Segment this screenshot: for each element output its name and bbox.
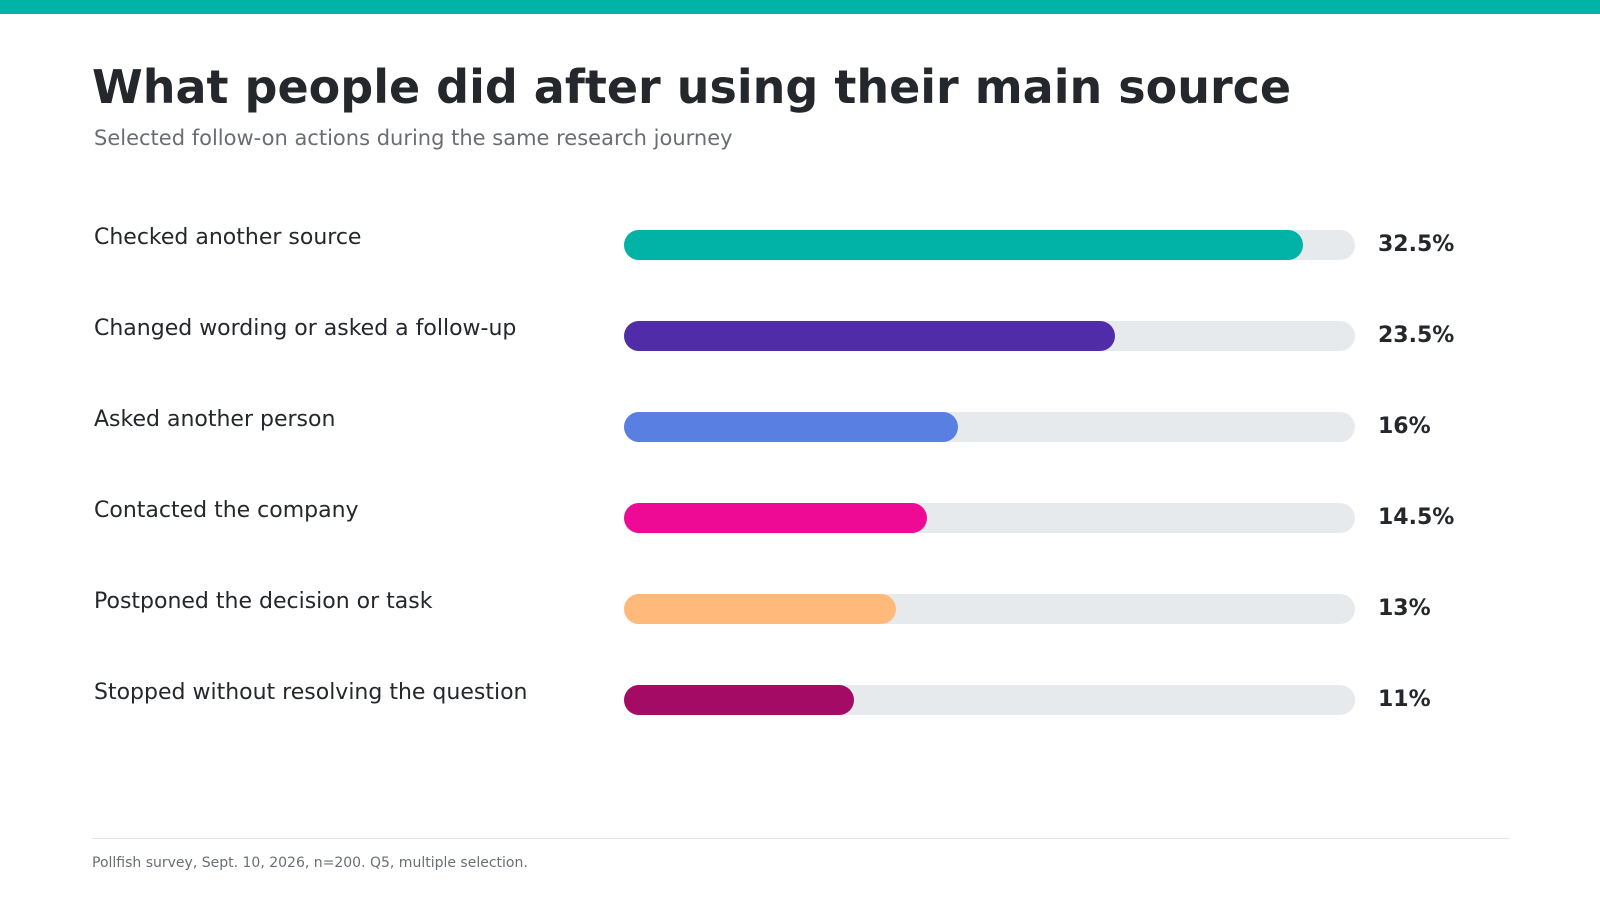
- value-label: 16%: [1378, 414, 1431, 439]
- bar: [624, 412, 959, 442]
- top-accent-bar: [0, 0, 1600, 14]
- chart-title: What people did after using their main s…: [92, 60, 1292, 114]
- category-label: Postponed the decision or task: [94, 589, 433, 614]
- value-label: 23.5%: [1378, 323, 1455, 348]
- value-label: 11%: [1378, 687, 1431, 712]
- source-footnote: Pollfish survey, Sept. 10, 2026, n=200. …: [92, 855, 528, 871]
- bar: [624, 594, 896, 624]
- value-label: 14.5%: [1378, 505, 1455, 530]
- bar-track: [624, 230, 1355, 260]
- chart-subtitle: Selected follow-on actions during the sa…: [94, 126, 733, 150]
- footer-divider: [92, 838, 1510, 839]
- category-label: Stopped without resolving the question: [94, 680, 528, 705]
- bar-track: [624, 321, 1355, 351]
- value-label: 13%: [1378, 596, 1431, 621]
- bar-track: [624, 685, 1355, 715]
- bar-track: [624, 412, 1355, 442]
- bar: [624, 321, 1115, 351]
- bar: [624, 503, 927, 533]
- category-label: Contacted the company: [94, 498, 359, 523]
- bar-track: [624, 503, 1355, 533]
- category-label: Changed wording or asked a follow-up: [94, 316, 517, 341]
- category-label: Checked another source: [94, 225, 362, 250]
- category-label: Asked another person: [94, 407, 336, 432]
- bar: [624, 685, 854, 715]
- value-label: 32.5%: [1378, 232, 1455, 257]
- bar: [624, 230, 1303, 260]
- bar-track: [624, 594, 1355, 624]
